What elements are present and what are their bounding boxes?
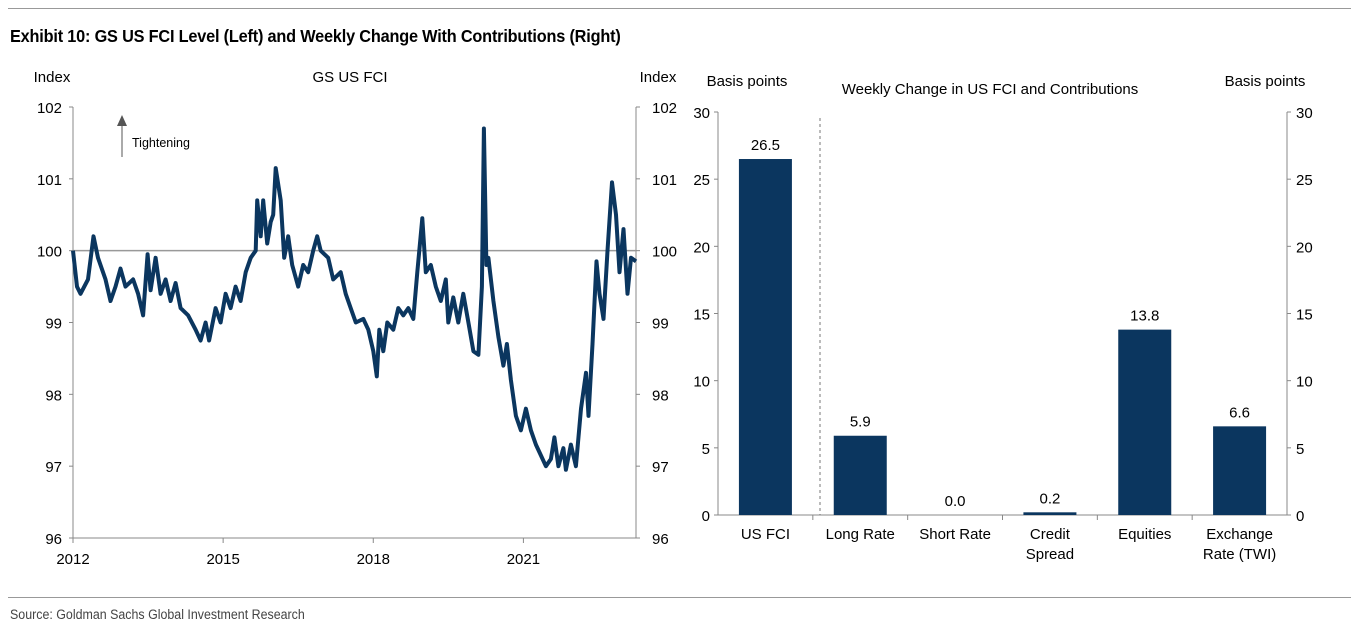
x-tick-label: 2012 — [56, 551, 89, 568]
bar-y-tick-label-right: 0 — [1296, 508, 1304, 525]
fci-series-line — [71, 126, 638, 472]
y-tick-label-right: 99 — [652, 316, 669, 333]
bar-data-label: 6.6 — [1229, 404, 1250, 421]
bar-1 — [833, 435, 887, 515]
y-tick-label-left: 97 — [45, 459, 62, 476]
bar-right-y-axis-title: Basis points — [1225, 73, 1306, 90]
bar-y-tick-label-left: 30 — [693, 105, 710, 122]
y-tick-label-right: 97 — [652, 459, 669, 476]
bar-y-tick-label-right: 20 — [1296, 239, 1313, 256]
bar-category-label: Short Rate — [919, 526, 991, 543]
bar-y-tick-label-left: 20 — [693, 239, 710, 256]
bar-category-label: Equities — [1118, 526, 1171, 543]
bar-5 — [1213, 426, 1267, 515]
left-y-axis-title: Index — [34, 69, 71, 86]
bar-data-label: 0.2 — [1039, 490, 1060, 507]
bar-y-tick-label-left: 5 — [702, 441, 710, 458]
bar-y-tick-label-left: 0 — [702, 508, 710, 525]
x-tick-label: 2015 — [206, 551, 239, 568]
bar-category-label: Spread — [1026, 546, 1074, 563]
bar-y-tick-label-right: 5 — [1296, 441, 1304, 458]
bar-y-tick-label-right: 10 — [1296, 374, 1313, 391]
y-tick-label-left: 98 — [45, 387, 62, 404]
y-tick-label-left: 99 — [45, 316, 62, 333]
bottom-rule — [8, 597, 1351, 598]
y-tick-label-right: 100 — [652, 244, 677, 261]
bar-y-tick-label-right: 15 — [1296, 307, 1313, 324]
exhibit-title: Exhibit 10: GS US FCI Level (Left) and W… — [10, 26, 621, 46]
bar-4 — [1118, 329, 1172, 515]
bar-chart-title: Weekly Change in US FCI and Contribution… — [842, 81, 1139, 98]
bar-y-tick-label-right: 25 — [1296, 172, 1313, 189]
bar-data-label: 0.0 — [945, 493, 966, 510]
bar-3 — [1023, 512, 1077, 515]
bar-data-label: 13.8 — [1130, 308, 1159, 325]
y-tick-label-right: 98 — [652, 387, 669, 404]
y-tick-label-left: 96 — [45, 531, 62, 548]
bar-category-label: Exchange — [1206, 526, 1273, 543]
tightening-annotation: Tightening — [132, 136, 190, 150]
right-y-axis-title: Index — [640, 69, 677, 86]
x-tick-label: 2018 — [357, 551, 390, 568]
arrow-up-icon — [117, 115, 127, 126]
y-tick-label-right: 102 — [652, 100, 677, 117]
bar-category-label: US FCI — [741, 526, 790, 543]
bar-y-tick-label-left: 15 — [693, 307, 710, 324]
bar-category-label: Rate (TWI) — [1203, 546, 1276, 563]
left-chart-title: GS US FCI — [312, 69, 387, 86]
bar-category-label: Long Rate — [826, 526, 895, 543]
top-rule — [8, 8, 1351, 9]
y-tick-label-left: 100 — [37, 244, 62, 261]
bar-data-label: 26.5 — [751, 137, 780, 154]
bar-0 — [738, 159, 792, 515]
bar-y-tick-label-left: 10 — [693, 374, 710, 391]
y-tick-label-right: 96 — [652, 531, 669, 548]
x-tick-label: 2021 — [507, 551, 540, 568]
y-tick-label-right: 101 — [652, 172, 677, 189]
bar-y-tick-label-right: 30 — [1296, 105, 1313, 122]
bar-left-y-axis-title: Basis points — [707, 73, 788, 90]
y-tick-label-left: 101 — [37, 172, 62, 189]
y-tick-label-left: 102 — [37, 100, 62, 117]
bar-data-label: 5.9 — [850, 414, 871, 431]
bar-y-tick-label-left: 25 — [693, 172, 710, 189]
source-note: Source: Goldman Sachs Global Investment … — [10, 607, 305, 622]
bar-category-label: Credit — [1030, 526, 1071, 543]
